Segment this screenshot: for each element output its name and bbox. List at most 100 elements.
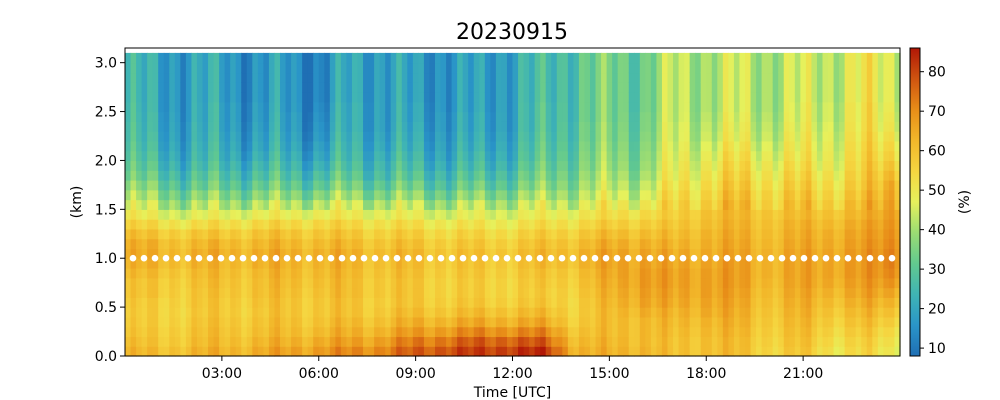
- heatmap-cell: [363, 92, 370, 103]
- heatmap-cell: [634, 62, 641, 74]
- heatmap-cell: [523, 297, 530, 308]
- heatmap-cell: [495, 101, 503, 113]
- heatmap-cell: [783, 150, 790, 162]
- heatmap-cell: [839, 111, 846, 122]
- heatmap-cell: [573, 121, 580, 132]
- heatmap-cell: [684, 258, 691, 269]
- heatmap-cell: [307, 258, 314, 269]
- heatmap-cell: [418, 199, 425, 210]
- heatmap-cell: [390, 326, 397, 338]
- heatmap-cell: [235, 238, 242, 250]
- heatmap-cell: [457, 287, 464, 298]
- heatmap-cell: [158, 131, 165, 142]
- heatmap-cell: [263, 248, 270, 259]
- heatmap-cell: [307, 238, 314, 250]
- heatmap-cell: [839, 268, 846, 279]
- heatmap-cell: [822, 277, 829, 289]
- heatmap-cell: [866, 346, 873, 357]
- heatmap-cell: [435, 170, 442, 181]
- heatmap-cell: [457, 140, 464, 152]
- heatmap-cell: [601, 287, 608, 298]
- heatmap-cell: [202, 297, 209, 308]
- heatmap-cell: [772, 140, 779, 152]
- heatmap-cell: [224, 72, 231, 83]
- heatmap-cell: [257, 62, 264, 74]
- heatmap-cell: [551, 92, 558, 103]
- heatmap-cell: [590, 189, 597, 201]
- y-tick-label: 2.5: [95, 105, 117, 121]
- heatmap-cell: [257, 131, 264, 142]
- heatmap-cell: [661, 336, 669, 347]
- heatmap-cell: [717, 92, 724, 103]
- heatmap-cell: [828, 219, 835, 230]
- heatmap-cell: [656, 258, 663, 269]
- heatmap-cell: [778, 336, 785, 347]
- heatmap-cell: [850, 170, 857, 181]
- heatmap-cell: [152, 140, 159, 152]
- heatmap-cell: [562, 307, 569, 318]
- heatmap-cell: [805, 228, 813, 240]
- heatmap-cell: [645, 121, 652, 132]
- heatmap-cell: [335, 287, 342, 298]
- heatmap-cell: [623, 336, 630, 347]
- heatmap-cell: [412, 180, 419, 191]
- heatmap-cell: [545, 209, 552, 220]
- heatmap-cell: [180, 121, 187, 132]
- heatmap-cell: [307, 170, 314, 181]
- heatmap-cell: [590, 209, 597, 220]
- heatmap-cell: [512, 209, 519, 220]
- heatmap-cell: [418, 238, 425, 250]
- heatmap-cell: [435, 228, 442, 240]
- heatmap-cell: [628, 82, 635, 93]
- heatmap-cell: [872, 209, 879, 220]
- heatmap-cell: [722, 248, 729, 259]
- heatmap-cell: [136, 277, 143, 289]
- heatmap-cell: [894, 82, 901, 93]
- heatmap-cell: [512, 160, 519, 171]
- heatmap-cell: [318, 297, 325, 308]
- heatmap-cell: [518, 258, 525, 269]
- heatmap-cell: [346, 248, 353, 259]
- heatmap-cell: [667, 248, 674, 259]
- heatmap-cell: [894, 189, 901, 201]
- heatmap-cell: [285, 268, 292, 279]
- heatmap-cell: [241, 140, 248, 152]
- heatmap-cell: [573, 238, 580, 250]
- heatmap-cell: [772, 92, 779, 103]
- heatmap-cell: [302, 131, 309, 142]
- heatmap-cell: [556, 111, 563, 122]
- heatmap-cell: [628, 316, 635, 328]
- heatmap-cell: [457, 150, 464, 162]
- heatmap-cell: [180, 92, 187, 103]
- heatmap-cell: [208, 297, 215, 308]
- heatmap-cell: [700, 72, 707, 83]
- heatmap-cell: [351, 228, 359, 240]
- heatmap-cell: [617, 170, 624, 181]
- heatmap-cell: [545, 297, 552, 308]
- heatmap-cell: [628, 111, 635, 122]
- heatmap-cell: [423, 189, 431, 201]
- heatmap-cell: [628, 189, 635, 201]
- heatmap-cell: [584, 219, 591, 230]
- heatmap-cell: [473, 277, 480, 289]
- heatmap-cell: [363, 346, 370, 357]
- heatmap-cell: [401, 209, 408, 220]
- heatmap-cell: [379, 72, 386, 83]
- heatmap-cell: [888, 268, 896, 279]
- heatmap-cell: [761, 180, 768, 191]
- heatmap-cell: [412, 346, 419, 357]
- heatmap-cell: [877, 316, 884, 328]
- heatmap-cell: [634, 72, 641, 83]
- heatmap-cell: [152, 72, 159, 83]
- heatmap-cell: [656, 346, 663, 357]
- heatmap-cell: [711, 336, 718, 347]
- heatmap-cell: [174, 199, 181, 210]
- heatmap-cell: [213, 150, 220, 162]
- heatmap-cell: [833, 189, 840, 201]
- heatmap-cell: [534, 150, 541, 162]
- heatmap-cell: [329, 121, 336, 132]
- heatmap-cell: [495, 199, 503, 210]
- heatmap-cell: [756, 170, 763, 181]
- heatmap-cell: [872, 150, 879, 162]
- heatmap-cell: [816, 199, 824, 210]
